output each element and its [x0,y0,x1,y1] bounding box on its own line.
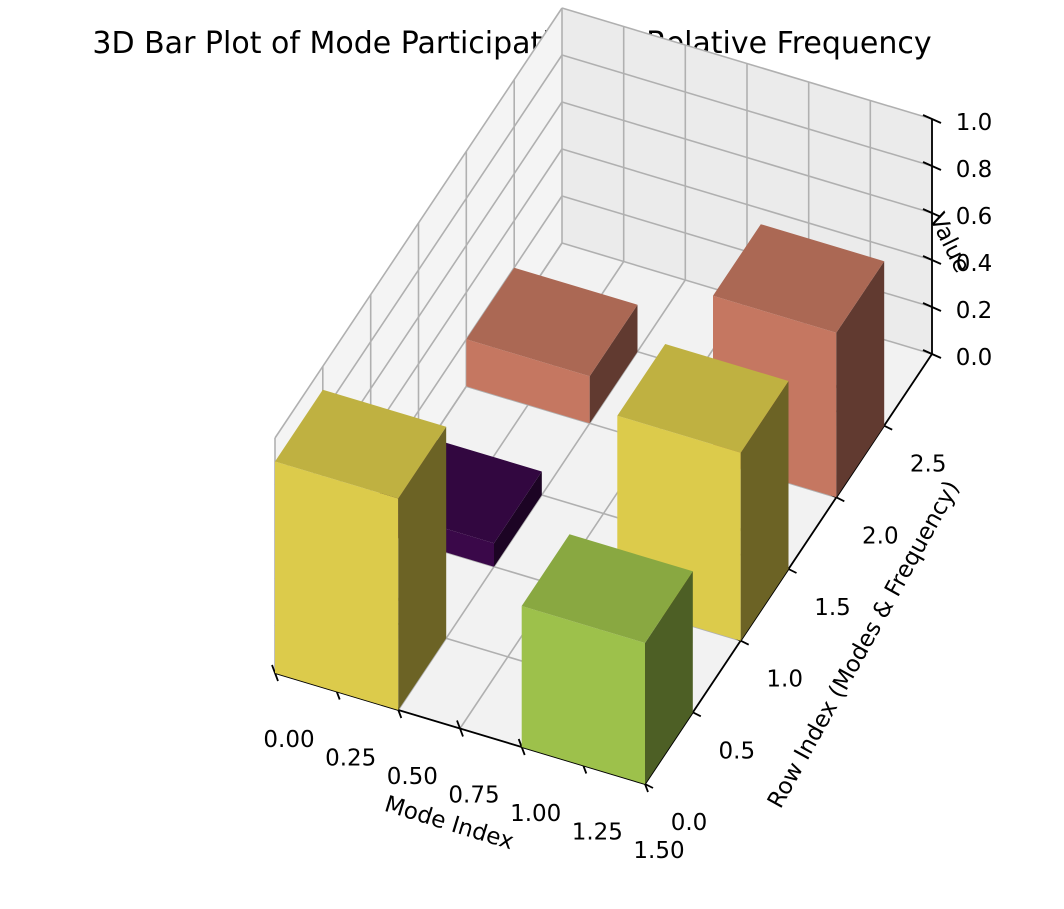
bar-side-face [836,261,885,498]
bar-3 [617,344,789,641]
bar-front-face [275,461,399,710]
z-tick-label: 0.8 [956,157,993,183]
x-tick-label: 0.25 [325,746,376,772]
z-tick [922,208,942,218]
chart-title: 3D Bar Plot of Mode Participations & Rel… [92,26,931,61]
x-tick-label: 1.50 [633,838,684,864]
x-tick [456,720,464,737]
y-tick-label: 1.5 [814,595,851,621]
bar-front-face [521,606,645,784]
bar-front-face [466,339,590,424]
bar-side-face [740,381,789,641]
bar-top-face [466,267,638,377]
bar-0 [275,389,447,710]
x-tick-label: 1.00 [510,801,561,827]
bar-4 [466,267,638,424]
x-tick-label: 0.00 [263,727,314,753]
z-tick-label: 1.0 [956,110,993,136]
z-tick [922,114,942,124]
z-tick [922,302,942,312]
bar-top-face [521,534,693,643]
grid-line-z [274,7,563,439]
y-tick-label: 0.0 [671,810,708,836]
z-tick-label: 0.2 [956,298,993,324]
grid-line-z [561,54,933,167]
bar-1 [521,534,693,784]
y-tick-label: 2.0 [862,523,899,549]
grid-line-z [561,101,933,214]
z-tick [922,161,942,171]
z-tick-label: 0.4 [956,251,993,277]
y-tick-label: 1.0 [766,667,803,693]
bar-side-face [494,471,542,567]
bar-side-face [589,304,638,424]
bar-top-face [617,344,789,453]
grid-line-z [561,148,933,261]
z-tick-label: 0.6 [956,204,993,230]
z-tick [922,349,942,359]
bar-top-face [713,224,885,333]
bar-side-face [398,426,447,710]
y-tick-label: 2.5 [910,452,947,478]
bar-top-face [275,389,447,499]
grid-line-z [561,7,933,120]
x-tick-label: 0.75 [448,783,499,809]
x-tick-label: 1.25 [572,820,623,846]
y-tick-label: 0.5 [719,738,756,764]
z-tick-label: 0.0 [956,345,993,371]
bars [275,224,885,784]
x-tick-label: 0.50 [387,764,438,790]
z-tick [922,255,942,265]
bar-side-face [645,571,693,784]
